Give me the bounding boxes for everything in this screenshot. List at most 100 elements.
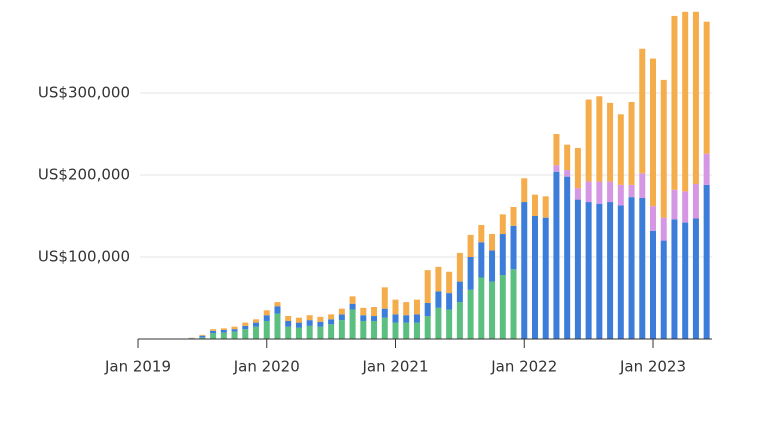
bar-segment: [692, 184, 699, 219]
x-tick-label: Jan 2019: [104, 358, 171, 376]
bar-segment: [285, 320, 292, 327]
bar-segment: [703, 21, 710, 154]
bar-segment: [349, 296, 356, 304]
bar-segment: [510, 269, 517, 339]
bar-segment: [263, 315, 270, 321]
bar-segment: [521, 202, 528, 339]
bar-segment: [317, 326, 324, 339]
bar-segment: [263, 310, 270, 316]
bar-segment: [263, 320, 270, 339]
bar-segment: [253, 322, 260, 327]
bar-segment: [628, 184, 635, 198]
bar-segment: [274, 313, 281, 339]
bar-segment: [446, 293, 453, 310]
bar-segment: [424, 302, 431, 317]
bar-segment: [478, 225, 485, 243]
bar-segment: [607, 181, 614, 203]
bar-segment: [467, 289, 474, 339]
bar-segment: [682, 191, 689, 223]
bar-segment: [242, 329, 249, 339]
bar-segment: [650, 230, 656, 339]
bar-segment: [499, 214, 506, 235]
bar-segment: [360, 307, 367, 316]
bar-segment: [285, 316, 292, 321]
bar-segment: [381, 317, 388, 339]
bar-segment: [371, 307, 378, 317]
bar-segment: [317, 316, 324, 322]
bar-segment: [403, 302, 410, 316]
bar-segment: [435, 291, 442, 308]
bar-segment: [210, 329, 217, 331]
bar-segment: [381, 308, 388, 318]
bar-segment: [242, 322, 249, 326]
bar-segment: [231, 331, 238, 339]
y-tick-label: US$100,000: [38, 248, 130, 266]
bar-segment: [456, 252, 463, 282]
bar-segment: [253, 319, 260, 323]
bar-segment: [199, 335, 206, 338]
bar-segment: [338, 308, 345, 315]
bar-segment: [413, 314, 420, 323]
bar-segment: [682, 222, 689, 339]
bar-segment: [542, 196, 549, 218]
bar-segment: [671, 219, 678, 339]
bar-segment: [413, 299, 420, 315]
bar-segment: [617, 114, 624, 185]
bar-segment: [531, 194, 538, 216]
bar-segment: [660, 240, 667, 339]
bar-segment: [392, 299, 399, 315]
bar-segment: [338, 314, 345, 321]
bar-segment: [328, 314, 335, 320]
bar-segment: [542, 217, 549, 339]
bar-segment: [274, 302, 281, 307]
bar-segment: [360, 320, 367, 339]
bar-segment: [371, 316, 378, 321]
bar-segment: [435, 307, 442, 339]
bar-segment: [295, 327, 302, 339]
bar-segment: [274, 306, 281, 314]
bar-segment: [617, 184, 624, 206]
bar-segment: [446, 271, 453, 294]
bar-segment: [413, 322, 420, 339]
bar-segment: [499, 275, 506, 339]
bar-segment: [328, 319, 335, 325]
bar-segment: [596, 203, 603, 339]
bar-segment: [349, 309, 356, 339]
y-tick-label: US$300,000: [38, 84, 130, 102]
bar-segment: [403, 322, 410, 339]
bar-segment: [703, 153, 710, 185]
bar-segment: [295, 317, 302, 323]
bar-segment: [199, 334, 206, 336]
bar-segment: [682, 11, 689, 192]
bar-segment: [585, 99, 592, 182]
bar-segment: [617, 205, 624, 339]
bar-segment: [574, 199, 581, 339]
bar-segment: [639, 197, 646, 339]
x-tick-label: Jan 2020: [233, 358, 300, 376]
bar-segment: [478, 277, 485, 339]
x-tick-label: Jan 2023: [619, 358, 686, 376]
bar-segment: [381, 287, 388, 309]
bar-segment: [564, 144, 571, 171]
bar-segment: [456, 302, 463, 339]
bar-segment: [660, 79, 667, 218]
bar-segment: [499, 234, 506, 276]
bar-segment: [306, 315, 313, 321]
bar-segment: [650, 58, 656, 207]
bar-segment: [489, 281, 496, 339]
bar-segment: [360, 315, 367, 321]
bar-segment: [489, 234, 496, 251]
bar-segment: [531, 216, 538, 339]
bar-segment: [403, 315, 410, 323]
bar-segment: [338, 320, 345, 339]
bar-segment: [467, 234, 474, 257]
bar-segment: [392, 314, 399, 323]
bar-segment: [553, 165, 560, 172]
bar-segment: [660, 217, 667, 241]
bar-segment: [371, 320, 378, 339]
bar-segment: [210, 330, 217, 334]
bar-segment: [564, 170, 571, 177]
bar-segment: [607, 102, 614, 182]
bar-segment: [596, 96, 603, 182]
bar-segment: [703, 184, 710, 339]
